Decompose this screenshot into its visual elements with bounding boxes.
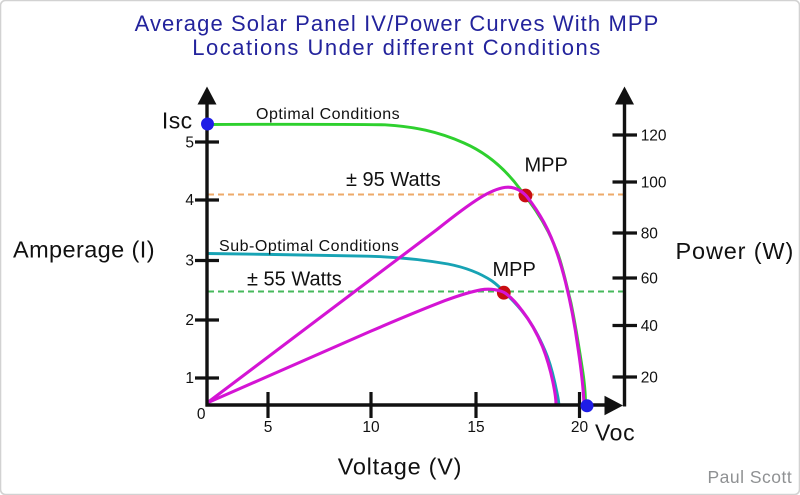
svg-text:4: 4 [185, 192, 194, 209]
svg-text:60: 60 [641, 271, 659, 288]
svg-text:2: 2 [185, 312, 194, 329]
svg-text:120: 120 [641, 128, 667, 145]
svg-text:Voltage (V): Voltage (V) [338, 454, 463, 480]
svg-text:20: 20 [571, 419, 589, 436]
svg-text:± 95 Watts: ± 95 Watts [346, 169, 441, 191]
svg-text:20: 20 [641, 370, 659, 387]
svg-text:10: 10 [362, 419, 380, 436]
svg-text:100: 100 [641, 175, 667, 192]
svg-text:0: 0 [197, 406, 206, 423]
svg-text:Paul Scott: Paul Scott [708, 467, 793, 487]
svg-text:Amperage (I): Amperage (I) [13, 237, 155, 263]
svg-text:MPP: MPP [525, 155, 568, 177]
svg-text:± 55 Watts: ± 55 Watts [247, 269, 342, 291]
svg-text:Isc: Isc [162, 108, 193, 134]
svg-text:5: 5 [264, 419, 273, 436]
svg-text:MPP: MPP [493, 259, 536, 281]
svg-text:1: 1 [185, 370, 194, 387]
svg-text:3: 3 [185, 252, 194, 269]
svg-text:80: 80 [641, 226, 659, 243]
svg-text:40: 40 [641, 318, 659, 335]
svg-text:Power (W): Power (W) [676, 238, 795, 264]
svg-text:Voc: Voc [595, 420, 635, 446]
svg-text:Locations Under different Cond: Locations Under different Conditions [192, 35, 601, 60]
svg-text:5: 5 [185, 134, 194, 151]
svg-text:Average Solar Panel IV/Power C: Average Solar Panel IV/Power Curves With… [135, 11, 660, 36]
svg-text:Optimal Conditions: Optimal Conditions [256, 106, 400, 123]
svg-text:Sub-Optimal Conditions: Sub-Optimal Conditions [219, 238, 399, 255]
svg-text:15: 15 [467, 419, 484, 436]
